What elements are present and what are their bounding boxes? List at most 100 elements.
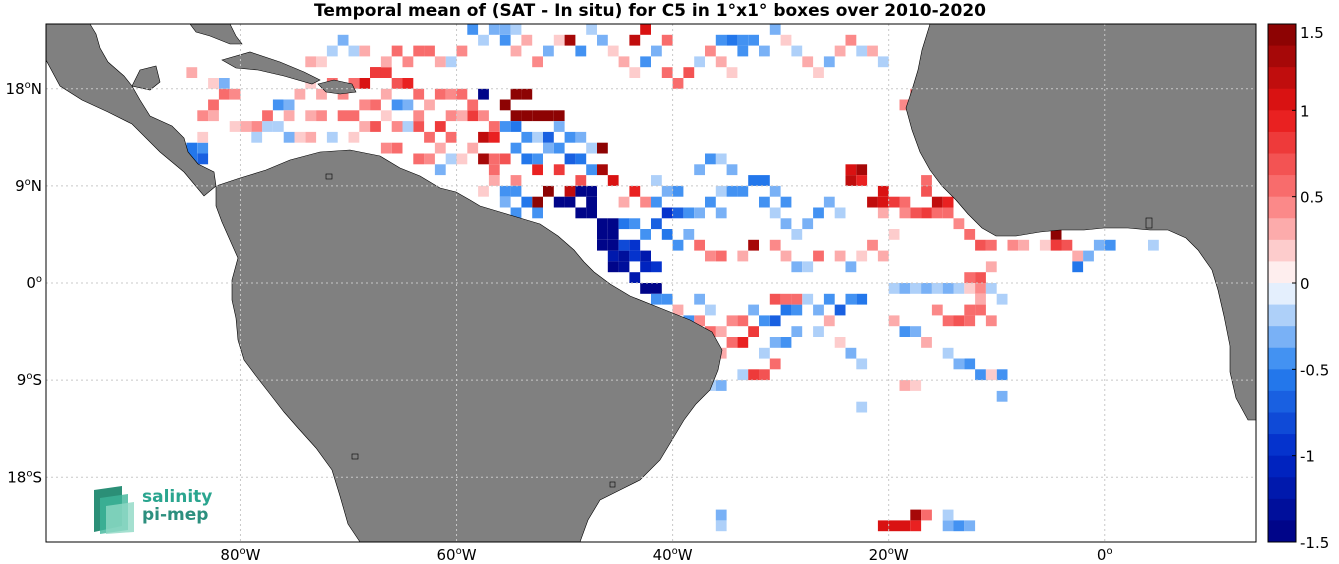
heatmap-cell (651, 283, 662, 294)
heatmap-cell (348, 78, 360, 89)
heatmap-cell (888, 520, 900, 532)
heatmap-cell (748, 369, 759, 381)
heatmap-cell (380, 88, 392, 100)
heatmap-cell (942, 315, 954, 327)
heatmap-cell (737, 34, 749, 46)
heatmap-cell (694, 56, 705, 68)
heatmap-cell (597, 239, 608, 251)
heatmap-cell (791, 304, 803, 316)
heatmap-cell (305, 110, 317, 122)
heatmap-cell (424, 45, 435, 57)
heatmap-cell (802, 56, 814, 68)
heatmap-cell (910, 283, 922, 294)
heatmap-cell (942, 196, 954, 208)
heatmap-cell (564, 131, 576, 143)
island (1145, 217, 1153, 229)
heatmap-cell (931, 196, 943, 208)
heatmap-cell (607, 175, 619, 186)
heatmap-cell (402, 56, 414, 68)
heatmap-cell (532, 196, 543, 208)
heatmap-cell (975, 293, 986, 305)
heatmap-cell (985, 369, 997, 381)
heatmap-cell (445, 88, 457, 100)
heatmap-cell (1072, 261, 1084, 273)
heatmap-cell (715, 326, 727, 337)
heatmap-cell (618, 196, 630, 208)
heatmap-cell (445, 153, 457, 165)
heatmap-cell (402, 78, 414, 89)
heatmap-cell (413, 153, 425, 165)
heatmap-cell (208, 99, 219, 111)
heatmap-cell (564, 185, 576, 197)
heatmap-cell (575, 153, 587, 165)
heatmap-cell (370, 121, 381, 132)
heatmap-cell (1061, 239, 1073, 251)
heatmap-cell (532, 207, 543, 219)
colorbar-segment (1268, 326, 1296, 349)
heatmap-cell (910, 520, 922, 532)
heatmap-cell (715, 207, 727, 219)
heatmap-cell (316, 110, 327, 122)
heatmap-cell (499, 34, 511, 46)
heatmap-cell (737, 337, 749, 348)
heatmap-cell (629, 185, 641, 197)
heatmap-cell (618, 218, 630, 230)
heatmap-cell (694, 293, 705, 305)
heatmap-cell (834, 304, 846, 316)
heatmap-cell (985, 239, 997, 251)
heatmap-cell (748, 304, 759, 316)
heatmap-cell (726, 337, 738, 348)
heatmap-cell (510, 185, 522, 197)
heatmap-cell (629, 67, 641, 78)
land-masses (45, 23, 1257, 543)
heatmap-cell (661, 229, 673, 240)
heatmap-cell (488, 153, 500, 165)
island (609, 481, 616, 488)
heatmap-cell (964, 358, 976, 370)
heatmap-cell (348, 110, 360, 122)
heatmap-cell (510, 24, 522, 35)
heatmap-cell (748, 326, 759, 337)
colorbar-segment (1268, 88, 1296, 111)
heatmap-cell (672, 78, 684, 89)
heatmap-cell (867, 239, 878, 251)
heatmap-cell (575, 207, 587, 219)
heatmap-cell (553, 196, 565, 208)
heatmap-cell (780, 337, 792, 348)
heatmap-cell (521, 131, 533, 143)
heatmap-cell (769, 24, 781, 35)
colorbar-segment (1268, 261, 1296, 284)
heatmap-cell (197, 131, 209, 143)
heatmap-cell (780, 293, 792, 305)
heatmap-cell (759, 347, 770, 359)
heatmap-cell (737, 250, 749, 262)
heatmap-cell (218, 78, 230, 89)
heatmap-cell (651, 293, 662, 305)
heatmap-cell (337, 110, 349, 122)
heatmap-cell (402, 99, 414, 111)
heatmap-cell (964, 229, 976, 240)
heatmap-cell (434, 88, 446, 100)
heatmap-cell (672, 304, 684, 316)
heatmap-cell (856, 45, 868, 57)
heatmap-cell (813, 250, 824, 262)
heatmap-cell (823, 196, 835, 208)
heatmap-cell (543, 142, 554, 154)
heatmap-cell (597, 34, 608, 46)
heatmap-cell (586, 207, 597, 219)
heatmap-cell (305, 131, 317, 143)
heatmap-cell (737, 185, 749, 197)
heatmap-cell (683, 207, 695, 219)
heatmap-cell (424, 131, 435, 143)
heatmap-cell (802, 261, 814, 273)
heatmap-cell (661, 293, 673, 305)
heatmap-cell (791, 293, 803, 305)
heatmap-cell (424, 99, 435, 111)
heatmap-cell (262, 121, 273, 132)
colorbar-segment (1268, 283, 1296, 306)
heatmap-cell (705, 304, 716, 316)
heatmap-cell (715, 56, 727, 68)
heatmap-cell (813, 207, 824, 219)
heatmap-cell (1072, 250, 1084, 262)
heatmap-cell (1148, 239, 1159, 251)
